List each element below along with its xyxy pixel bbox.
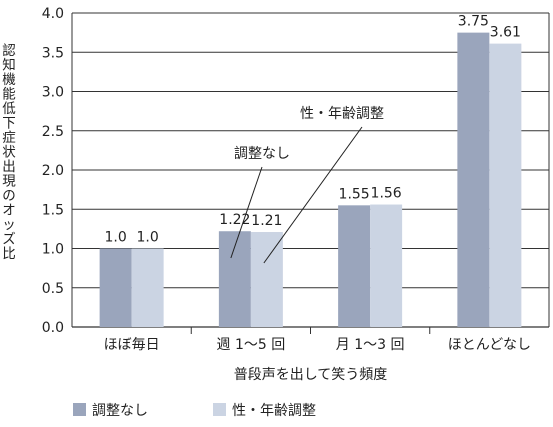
y-tick-label: 1.5 <box>42 202 64 218</box>
y-tick-label: 4.0 <box>42 6 64 22</box>
y-axis-title: 認知機能低下症状出現のオッズ比 <box>2 43 16 262</box>
x-tick-label: ほぼ毎日 <box>104 337 160 353</box>
y-tick-label: 1.0 <box>42 242 64 258</box>
data-label: 1.56 <box>371 186 402 202</box>
annotation-label: 調整なし <box>234 146 290 162</box>
y-tick-label: 0.5 <box>42 281 64 297</box>
data-label: 1.0 <box>104 230 126 246</box>
bar <box>457 32 490 327</box>
bar <box>131 248 164 327</box>
data-label: 1.0 <box>136 230 158 246</box>
annotation-leader <box>230 166 263 259</box>
bar <box>338 205 371 327</box>
y-tick-label: 0.0 <box>42 320 64 336</box>
bar <box>489 43 522 328</box>
bar <box>99 248 132 327</box>
legend-label: 調整なし <box>92 403 148 419</box>
data-label: 3.75 <box>458 14 489 30</box>
legend-swatch <box>73 403 86 416</box>
bar <box>370 204 403 327</box>
y-tick-label: 3.5 <box>42 45 64 61</box>
data-label: 1.55 <box>339 186 370 202</box>
y-tick-label: 3.0 <box>42 85 64 101</box>
y-tick-label: 2.5 <box>42 124 64 140</box>
bar <box>250 232 283 327</box>
x-tick-label: ほとんどなし <box>448 337 531 353</box>
legend-swatch <box>213 403 226 416</box>
annotation-label: 性・年齢調整 <box>300 106 384 122</box>
x-axis-title: 普段声を出して笑う頻度 <box>234 367 388 383</box>
y-tick-label: 2.0 <box>42 163 64 179</box>
x-tick-label: 週 1～5 回 <box>217 337 286 353</box>
legend-label: 性・年齢調整 <box>232 403 316 419</box>
x-tick-label: 月 1～3 回 <box>336 337 405 353</box>
data-label: 3.61 <box>490 25 521 41</box>
data-label: 1.21 <box>251 213 282 229</box>
annotation-leader <box>263 126 363 264</box>
